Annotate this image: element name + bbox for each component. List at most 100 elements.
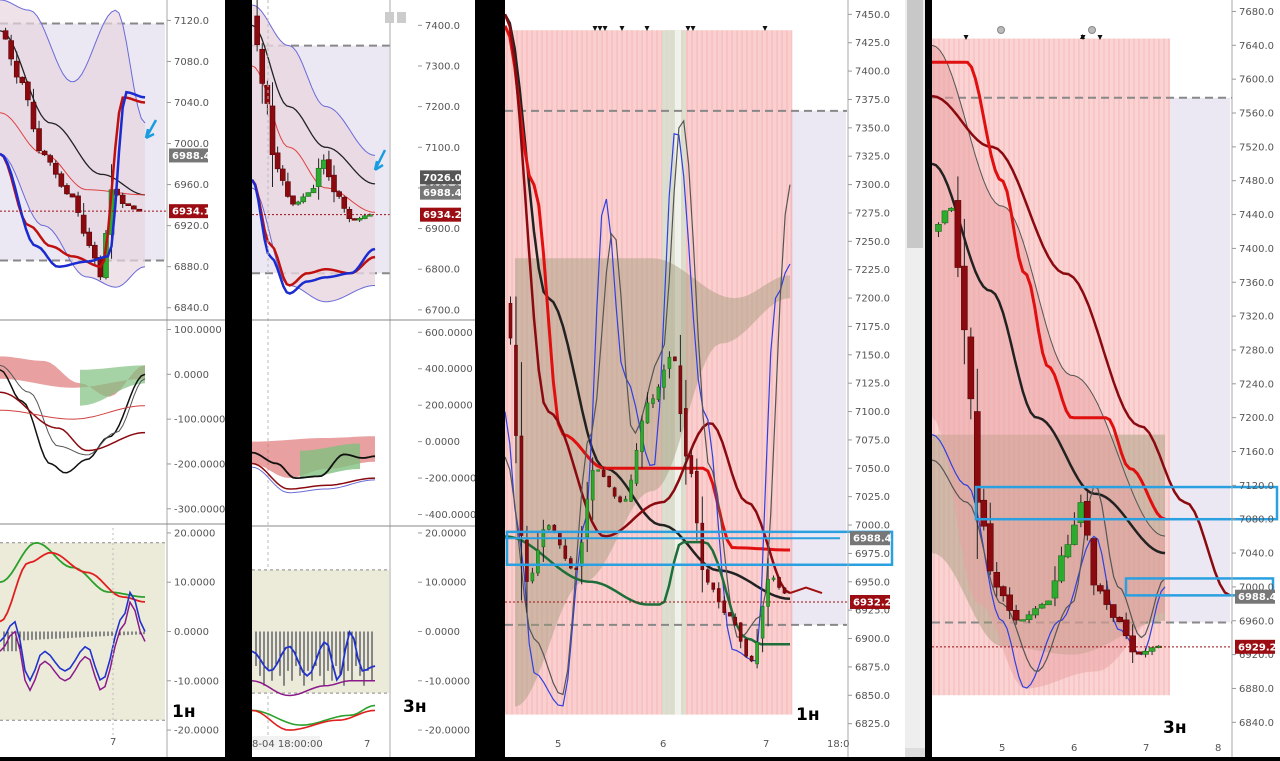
p3-bear-candle	[568, 558, 573, 569]
osc-red-line	[0, 405, 146, 420]
osc-black-line	[0, 369, 146, 474]
p4-bear-candle	[954, 200, 962, 268]
p4-price-tick-label: 7320.0	[1239, 312, 1274, 323]
p3-bull-candle	[579, 542, 584, 567]
p3-price-tick-label: 7325.0	[855, 152, 890, 163]
p3-bull-candle	[766, 579, 770, 607]
p3-price-tick-label: 6850.0	[855, 691, 890, 702]
p3-price-tick-label: 7125.0	[855, 379, 890, 390]
p3-bull-candle	[530, 572, 535, 582]
p1-osc1-tick-label: -300.0000	[174, 504, 225, 515]
p3-bear-candle	[601, 469, 606, 477]
p1-osc1-tick-label: 100.0000	[174, 325, 222, 336]
p2-bear-candle	[341, 196, 348, 209]
p1-bear-candle	[25, 81, 31, 101]
p3-price-tick-label: 7400.0	[855, 67, 890, 78]
p4-bear-candle	[967, 336, 975, 400]
triangle-marker	[690, 26, 696, 31]
p3-price-tick-label: 7175.0	[855, 322, 890, 333]
p4-bull-candle	[941, 210, 949, 224]
p1-osc2-tick-label: 10.0000	[174, 578, 215, 589]
p3-bear-candle	[519, 435, 524, 536]
p2-osc1-tick-label: 0.0000	[425, 437, 460, 448]
p4-bull-candle	[1019, 619, 1026, 622]
p2-price-tick-label: 6700.0	[425, 305, 460, 316]
x-tick-label: 8	[1215, 743, 1221, 754]
p3-bear-candle	[695, 470, 699, 524]
p3-price-tick-label: 7025.0	[855, 492, 890, 503]
p2-bull-candle	[361, 215, 368, 219]
p1-bear-candle	[80, 214, 87, 234]
p1-osc2-tick-label: -20.0000	[174, 726, 219, 737]
scrollbar-thumb	[907, 0, 923, 248]
p1-bear-candle	[69, 193, 76, 198]
oscillator-blue-line	[505, 133, 791, 707]
p2-bull-candle	[315, 167, 322, 187]
p4-price-tag-bg	[1235, 589, 1275, 604]
p3-bull-candle	[634, 450, 639, 484]
p3-bear-candle	[711, 582, 716, 590]
p4-price-tick-label: 7280.0	[1239, 345, 1274, 356]
panel-button-icon	[385, 12, 394, 23]
p1-bear-candle	[2, 30, 9, 40]
white-zone	[675, 30, 681, 715]
trend-tail-line	[789, 586, 823, 595]
p1-bear-candle	[119, 194, 126, 204]
p1-bear-candle	[125, 203, 132, 207]
timeframe-label: 3н	[403, 697, 427, 717]
triangle-marker	[644, 26, 650, 31]
p4-price-tick-label: 7120.0	[1239, 481, 1274, 492]
p2-bull-candle	[305, 192, 312, 197]
p2-price-tick-label: 7200.0	[425, 102, 460, 113]
timeframe-label: 1н	[172, 702, 196, 722]
triangle-marker	[602, 26, 608, 31]
p1-bear-candle	[131, 205, 137, 210]
triangle-marker	[963, 35, 969, 40]
p1-bear-candle	[13, 60, 20, 78]
p3-price-tick-label: 7225.0	[855, 265, 890, 276]
p3-bull-candle	[590, 470, 595, 501]
osc-black-line	[252, 451, 376, 480]
p4-bear-candle	[974, 411, 981, 503]
triangle-marker	[619, 26, 625, 31]
x-tick-label: 6	[660, 739, 666, 750]
p1-bear-candle	[136, 208, 143, 212]
p1-bear-candle	[64, 185, 70, 195]
p3-bull-candle	[585, 498, 590, 538]
x-tick-label: 7	[364, 739, 370, 750]
scroll-arrow-icon	[905, 748, 925, 757]
panel-2: 6700.06800.06900.07000.07100.07200.07300…	[252, 0, 476, 757]
p1-price-tick-label: 7080.0	[174, 57, 209, 68]
p3-bull-candle	[755, 641, 759, 665]
p1-osc2-tick-label: 20.0000	[174, 528, 215, 539]
p4-bear-candle	[1012, 610, 1020, 621]
panel-button-icon	[397, 12, 406, 23]
p1-price-tag: 6934.1	[172, 207, 211, 218]
p2-osc1-tick-label: -200.0000	[425, 474, 476, 485]
p1-bear-candle	[75, 195, 81, 213]
p4-price-tick-label: 7600.0	[1239, 75, 1274, 86]
trend-blue-line	[0, 90, 146, 268]
p2-bear-candle	[331, 174, 337, 193]
p3-bull-candle	[640, 420, 644, 453]
triangle-marker	[762, 26, 768, 31]
p2-bear-candle	[351, 218, 358, 221]
trend-dark-red-line	[932, 94, 1231, 597]
triangle-marker	[1097, 35, 1103, 40]
p3-price-tick-label: 7425.0	[855, 38, 890, 49]
p4-bear-candle	[1135, 651, 1143, 655]
p3-bear-candle	[744, 639, 748, 657]
p4-price-tick-label: 6960.0	[1239, 616, 1274, 627]
p4-bear-candle	[1109, 604, 1117, 618]
p1-price-tick-label: 7040.0	[174, 98, 209, 109]
ma-line	[505, 13, 791, 601]
trend-blue-line	[252, 179, 376, 295]
p1-price-tag: 6988.4	[172, 151, 211, 162]
highlight-box	[505, 530, 894, 567]
ma-line	[252, 24, 376, 185]
osc-dark-red-line	[0, 391, 146, 452]
triangle-marker	[597, 26, 603, 31]
p3-bull-candle	[771, 577, 776, 580]
p2-price-tag: 7026.0	[423, 173, 462, 184]
p2-osc2-tick-label: -10.0000	[425, 676, 470, 687]
